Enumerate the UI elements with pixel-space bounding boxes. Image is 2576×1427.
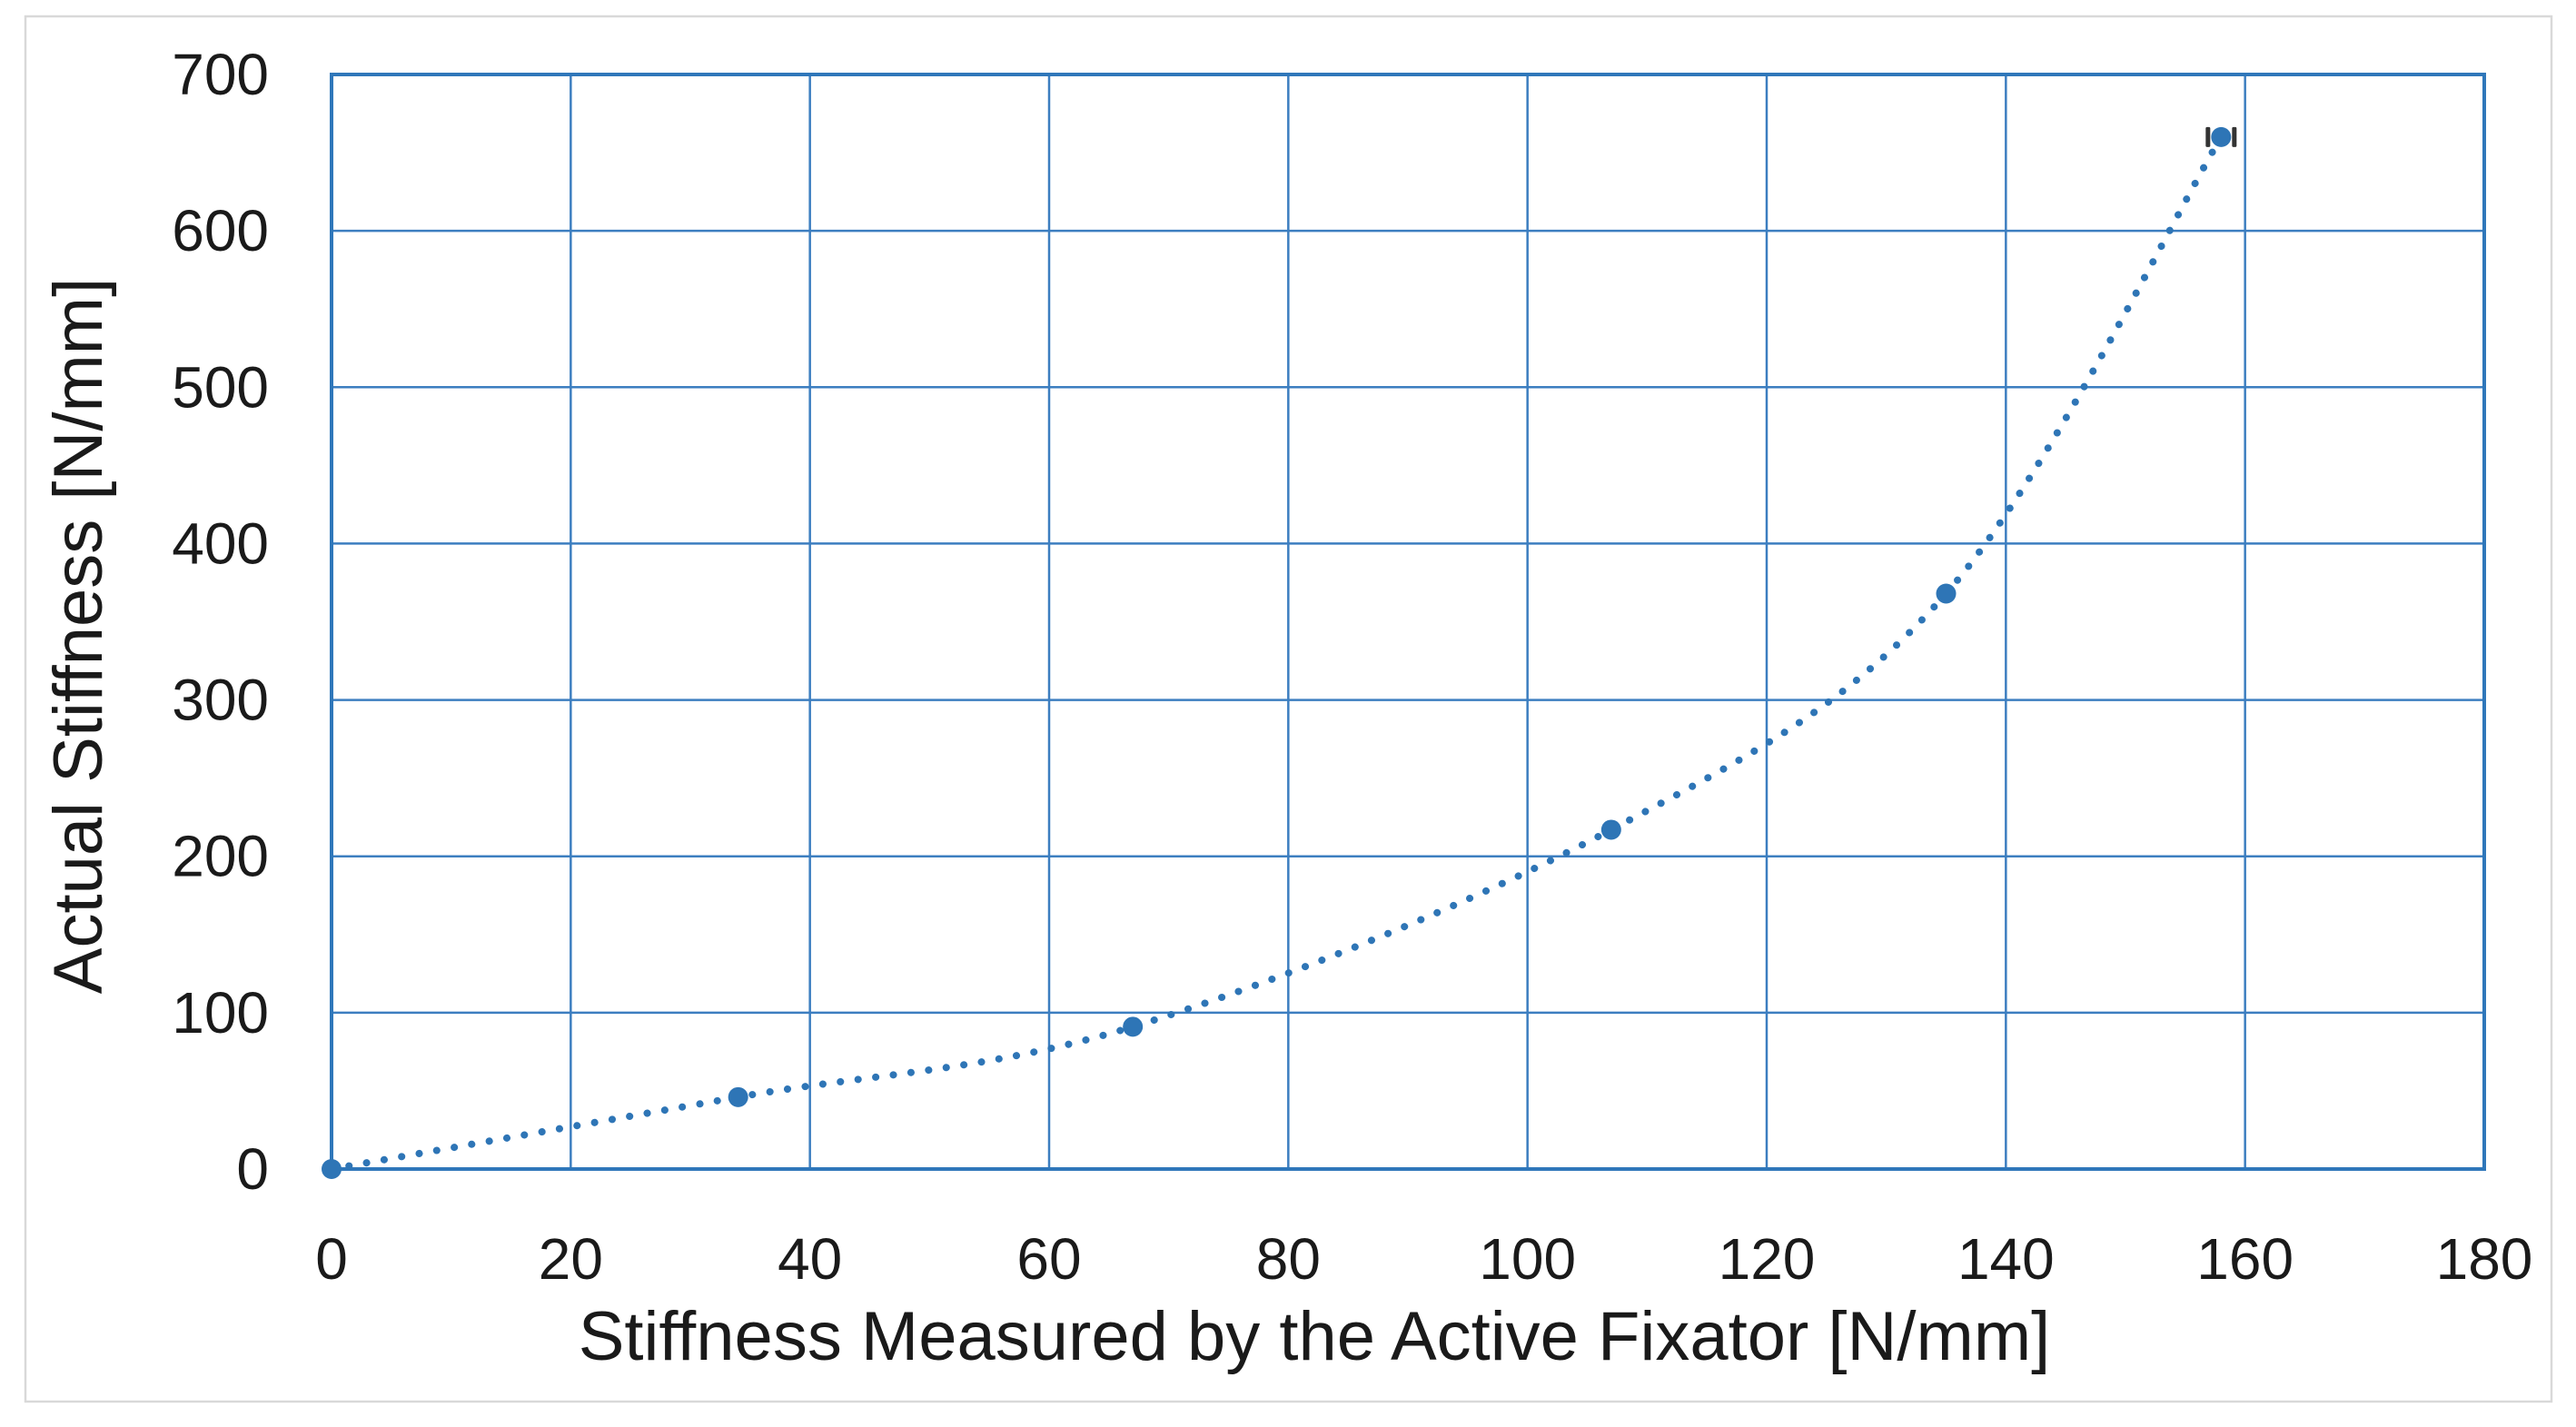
y-tick-labels: 0 100 200 300 400 500 600 700 xyxy=(172,42,269,1202)
data-points-group xyxy=(322,126,2237,1179)
x-tick-label: 140 xyxy=(1957,1226,2055,1292)
trendline-dotted xyxy=(328,133,2225,1173)
x-tick-label: 40 xyxy=(778,1226,842,1292)
y-tick-label: 400 xyxy=(172,510,269,576)
outer-frame xyxy=(24,15,2553,1403)
data-point-marker xyxy=(1936,583,1957,604)
y-tick-label: 500 xyxy=(172,354,269,420)
x-tick-label: 180 xyxy=(2436,1226,2533,1292)
x-tick-labels: 0 20 40 60 80 100 120 140 160 180 xyxy=(315,1226,2532,1292)
y-axis-title: Actual Stiffness [N/mm] xyxy=(40,278,117,994)
data-point-marker xyxy=(2211,126,2232,147)
x-tick-label: 100 xyxy=(1479,1226,1576,1292)
data-point-marker xyxy=(1123,1016,1144,1037)
x-tick-label: 120 xyxy=(1719,1226,1816,1292)
x-tick-label: 80 xyxy=(1256,1226,1321,1292)
gridlines xyxy=(330,73,2486,1171)
y-tick-label: 100 xyxy=(172,980,269,1045)
trendline-group xyxy=(328,133,2225,1173)
x-tick-label: 20 xyxy=(539,1226,603,1292)
y-tick-label: 300 xyxy=(172,668,269,733)
endpoint-cap-left xyxy=(2205,126,2211,147)
x-axis-title: Stiffness Measured by the Active Fixator… xyxy=(579,1298,2051,1375)
x-tick-label: 60 xyxy=(1016,1226,1081,1292)
y-tick-label: 600 xyxy=(172,198,269,263)
data-point-marker xyxy=(322,1159,342,1179)
y-tick-label: 700 xyxy=(172,42,269,107)
data-point-marker xyxy=(728,1086,748,1107)
x-tick-label: 0 xyxy=(315,1226,348,1292)
data-point-marker xyxy=(1600,819,1621,840)
y-tick-label: 200 xyxy=(172,824,269,889)
y-tick-label: 0 xyxy=(236,1136,269,1202)
plot-border xyxy=(330,73,2486,1171)
endpoint-cap-right xyxy=(2232,126,2237,147)
x-tick-label: 160 xyxy=(2196,1226,2294,1292)
